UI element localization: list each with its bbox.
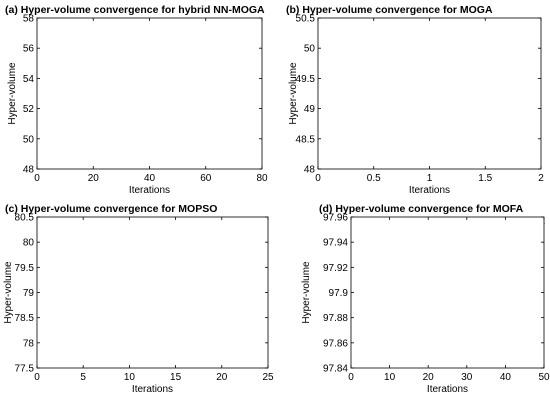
plot-frame — [36, 17, 263, 170]
chart-title: (b) Hyper-volume convergence for MOGA — [286, 4, 493, 16]
x-tick-label: 1.5 — [478, 173, 492, 184]
plot-frame — [317, 17, 542, 170]
y-tick-label: 48 — [304, 165, 316, 176]
y-axis-label: Hyper-volume — [7, 62, 18, 125]
x-tick-label: 10 — [384, 372, 396, 383]
y-tick-label: 79 — [23, 288, 35, 299]
x-tick-label: 20 — [88, 173, 100, 184]
chart-panel-d: (d) Hyper-volume convergence for MOFA 0 10… — [301, 203, 550, 395]
x-axis-label: Iterations — [129, 185, 170, 196]
y-tick-label: 48.5 — [296, 134, 316, 145]
y-tick-label: 97.88 — [323, 313, 348, 324]
y-tick-label: 97.96 — [323, 213, 348, 224]
chart-panel-c: (c) Hyper-volume convergence for MOPSO 0 5… — [3, 203, 274, 395]
y-axis-label: Hyper-volume — [301, 261, 312, 324]
y-tick-label: 50 — [304, 44, 316, 55]
x-tick-label: 50 — [538, 372, 550, 383]
x-tick-label: 0 — [34, 372, 40, 383]
x-tick-label: 20 — [216, 372, 228, 383]
y-tick-label: 97.94 — [323, 238, 348, 249]
x-tick-label: 1 — [427, 173, 433, 184]
y-tick-label: 97.84 — [323, 364, 348, 375]
y-tick-label: 54 — [23, 74, 35, 85]
x-tick-label: 0 — [315, 173, 321, 184]
y-axis-label: Hyper-volume — [288, 62, 299, 125]
x-tick-label: 40 — [144, 173, 156, 184]
y-tick-label: 79.5 — [15, 263, 35, 274]
y-tick-label: 48 — [23, 165, 35, 176]
x-tick-label: 80 — [256, 173, 268, 184]
chart-title: (a) Hyper-volume convergence for hybrid … — [5, 4, 265, 16]
y-tick-label: 97.92 — [323, 263, 348, 274]
x-tick-label: 0 — [34, 173, 40, 184]
chart-panel-a: (a) Hyper-volume convergence for hybrid … — [5, 4, 268, 196]
x-axis-label: Iterations — [409, 185, 450, 196]
x-tick-label: 30 — [461, 372, 473, 383]
y-tick-label: 50 — [23, 134, 35, 145]
x-tick-label: 10 — [124, 372, 136, 383]
y-tick-label: 56 — [23, 44, 35, 55]
plot-frame — [36, 216, 269, 369]
chart-panel-b: (b) Hyper-volume convergence for MOGA 0 0.… — [286, 4, 544, 196]
y-tick-label: 78.5 — [15, 313, 35, 324]
y-tick-label: 49.5 — [296, 74, 316, 85]
x-tick-label: 5 — [80, 372, 86, 383]
x-tick-label: 25 — [262, 372, 274, 383]
y-tick-label: 97.9 — [329, 288, 349, 299]
x-tick-label: 0.5 — [367, 173, 381, 184]
y-tick-label: 80 — [23, 238, 35, 249]
y-tick-label: 52 — [23, 104, 35, 115]
y-tick-label: 80.5 — [15, 213, 35, 224]
y-tick-label: 50.5 — [296, 14, 316, 25]
y-tick-label: 58 — [23, 14, 35, 25]
y-tick-label: 49 — [304, 104, 316, 115]
x-tick-label: 15 — [170, 372, 182, 383]
x-tick-label: 60 — [200, 173, 212, 184]
x-tick-label: 0 — [348, 372, 354, 383]
y-tick-label: 97.86 — [323, 338, 348, 349]
x-tick-label: 20 — [423, 372, 435, 383]
y-axis-label: Hyper-volume — [3, 261, 14, 324]
y-tick-label: 77.5 — [15, 364, 35, 375]
y-tick-label: 78 — [23, 338, 35, 349]
x-axis-label: Iterations — [132, 384, 173, 395]
chart-title: (d) Hyper-volume convergence for MOFA — [319, 203, 524, 215]
x-tick-label: 2 — [538, 173, 544, 184]
x-tick-label: 40 — [500, 372, 512, 383]
chart-title: (c) Hyper-volume convergence for MOPSO — [5, 203, 217, 215]
x-axis-label: Iterations — [427, 384, 468, 395]
plot-frame — [350, 216, 545, 369]
